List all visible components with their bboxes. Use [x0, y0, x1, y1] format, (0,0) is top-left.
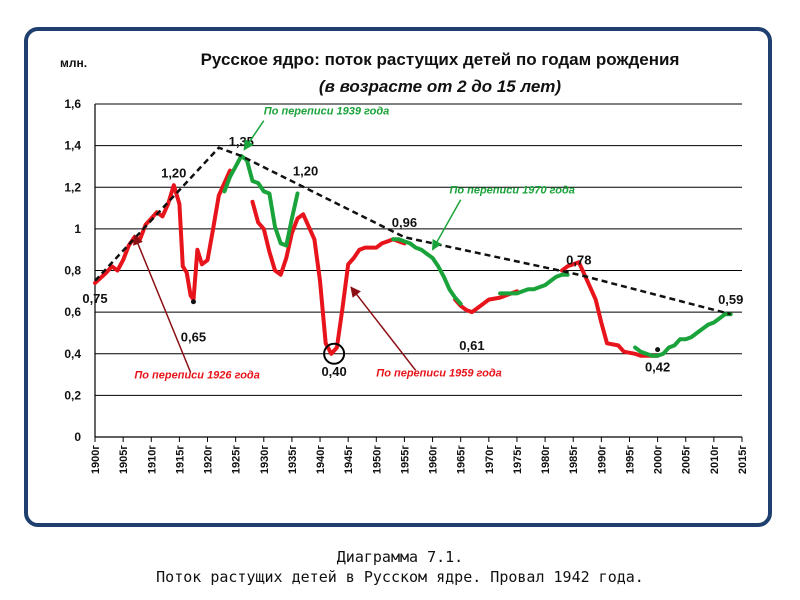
x-tick-label: 1910г [146, 445, 158, 474]
chart-frame [24, 27, 772, 527]
x-tick-label: 1925г [231, 445, 243, 474]
annotation-arrow [243, 120, 265, 151]
series-line-green [222, 154, 300, 248]
series-line-red [560, 260, 660, 358]
data-label: 0,59 [718, 292, 743, 307]
y-tick-label: 0 [74, 430, 81, 444]
data-label: 0,75 [82, 291, 107, 306]
annotation-arrow [133, 234, 192, 373]
data-label: 0,65 [181, 330, 206, 345]
series-line-red [250, 199, 407, 356]
x-tick-label: 1945г [343, 445, 355, 474]
data-point-dot [190, 299, 196, 305]
y-axis-unit-label: млн. [60, 56, 87, 70]
caption-text: Поток растущих детей в Русском ядре. Про… [156, 568, 644, 586]
x-tick-label: 1960г [428, 445, 440, 474]
x-tick-label: 1935г [287, 445, 299, 474]
caption-title: Диаграмма 7.1. [336, 548, 464, 566]
series-line-green [391, 237, 463, 306]
x-tick-label: 1905г [118, 445, 130, 474]
envelope-dashed-line [94, 146, 732, 316]
y-tick-label: 1,6 [64, 97, 81, 111]
y-tick-label: 0,2 [64, 388, 81, 402]
annotation-arrow [431, 199, 462, 251]
x-tick-label: 2015г [737, 445, 749, 474]
x-tick-label: 1955г [399, 445, 411, 474]
y-tick-label: 1 [74, 222, 81, 236]
figure-caption: Диаграмма 7.1. Поток растущих детей в Ру… [0, 547, 800, 587]
x-tick-label: 1995г [624, 445, 636, 474]
chart-subtitle: (в возрасте от 2 до 15 лет) [319, 77, 561, 96]
x-tick-label: 1920г [203, 445, 215, 474]
y-tick-label: 0,6 [64, 305, 81, 319]
series-line-green [498, 272, 570, 296]
x-tick-label: 1990г [596, 445, 608, 474]
data-label: 0,78 [566, 253, 591, 268]
annotation-arrow [350, 286, 417, 371]
series-line-red [453, 289, 519, 315]
series-line-green [633, 312, 733, 358]
data-label: 1,20 [293, 163, 318, 178]
x-tick-label: 2010г [709, 445, 721, 474]
data-label: 1,20 [161, 165, 186, 180]
data-point-dot [655, 347, 661, 353]
census-annotation: По переписи 1959 года [376, 368, 501, 380]
y-tick-label: 0,8 [64, 264, 81, 278]
series-line-red [93, 168, 232, 302]
x-tick-label: 1980г [540, 445, 552, 474]
data-label: 0,61 [459, 338, 484, 353]
x-tick-label: 1965г [456, 445, 468, 474]
chart-title: Русское ядро: поток растущих детей по го… [201, 50, 680, 69]
x-tick-label: 2000г [653, 445, 665, 474]
x-tick-label: 1900г [90, 445, 102, 474]
x-tick-label: 1970г [484, 445, 496, 474]
data-label: 0,42 [645, 360, 670, 375]
data-label: 0,96 [392, 215, 417, 230]
minimum-highlight-circle [323, 342, 346, 365]
y-tick-label: 0,4 [64, 347, 81, 361]
census-annotation: По переписи 1939 года [264, 105, 389, 117]
y-tick-label: 1,4 [64, 139, 81, 153]
x-tick-label: 1930г [259, 445, 271, 474]
y-tick-label: 1,2 [64, 180, 81, 194]
data-label: 0,40 [321, 364, 346, 379]
x-tick-label: 1940г [315, 445, 327, 474]
x-tick-label: 1915г [174, 445, 186, 474]
census-annotation: По переписи 1970 года [449, 184, 574, 196]
x-tick-label: 1985г [568, 445, 580, 474]
census-annotation: По переписи 1926 года [134, 370, 259, 382]
line-chart: Русское ядро: поток растущих детей по го… [60, 50, 749, 474]
x-tick-label: 1950г [371, 445, 383, 474]
x-tick-label: 2005г [681, 445, 693, 474]
x-tick-label: 1975г [512, 445, 524, 474]
